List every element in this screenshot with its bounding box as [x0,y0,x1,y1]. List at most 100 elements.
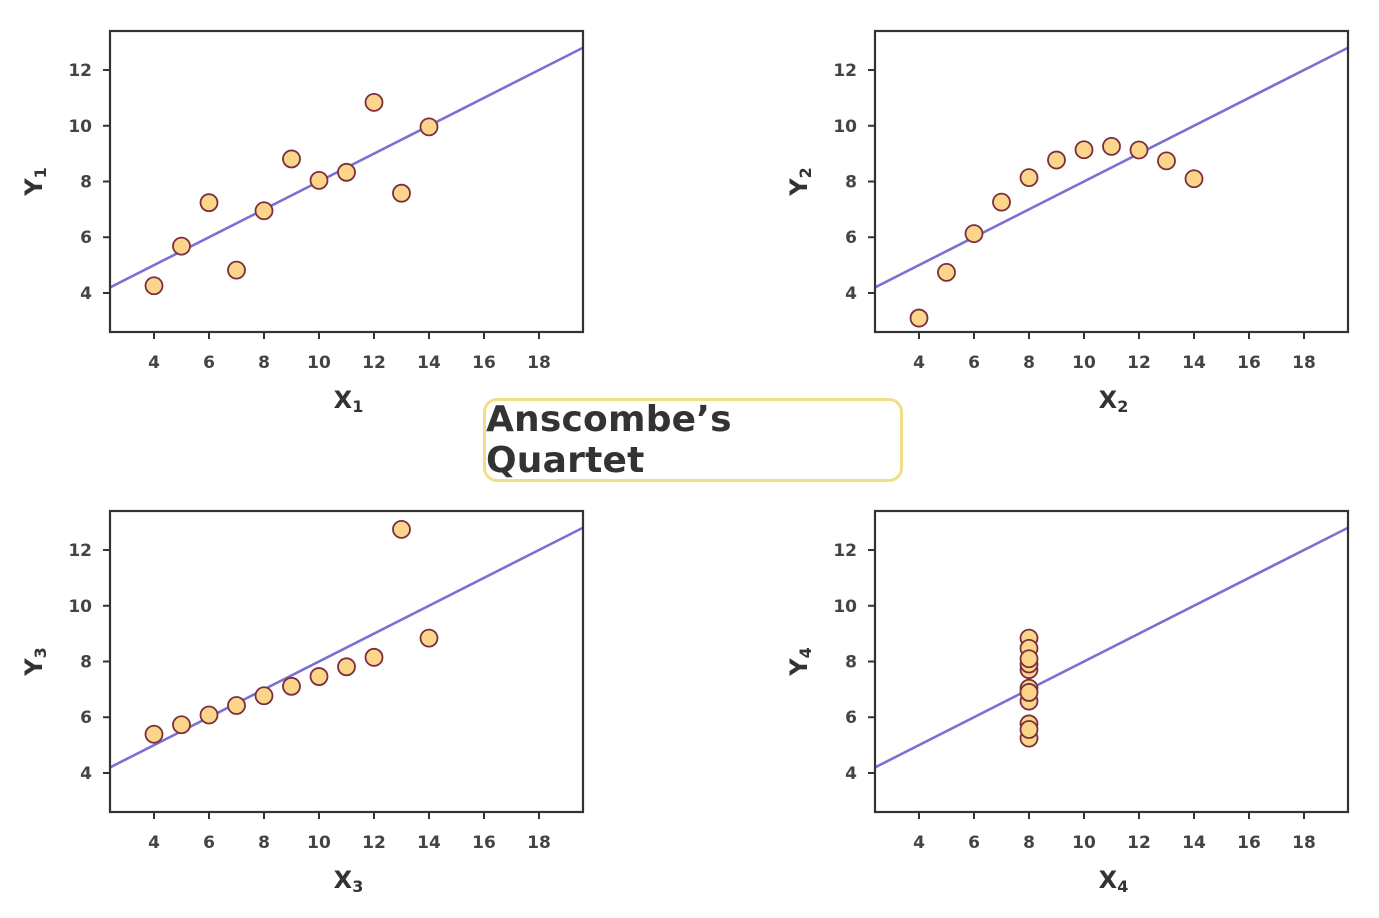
panel-1-point [199,193,219,213]
panel-2-x-axis-label: X2 [1099,386,1129,416]
panel-2-frame [873,29,1350,334]
panel-3-point [282,676,301,696]
panel-2-x-axis-label-sub: 2 [1117,397,1128,416]
panel-2-point [1157,151,1176,171]
panel-3-x-tick-label: 6 [203,833,215,853]
panel-1-x-tick-label: 10 [307,353,331,373]
panel-1: 4 6 8 10 12 14 16 18 4 6 8 10 12 X1 Y1 [20,29,585,416]
panel-4-y-tick-label: 6 [845,708,857,728]
panel-1-point [282,149,301,169]
panel-2-point [1102,136,1121,156]
panel-2-point [992,192,1011,212]
panel-4-point [1019,649,1039,669]
panel-3-x-tick-label: 14 [417,833,441,853]
panel-3-x-tick-label: 18 [527,833,551,853]
panel-2-x-tick-label: 12 [1127,353,1151,373]
panel-4-y-tick-label: 12 [833,541,857,561]
panel-2-point [1047,150,1066,170]
panel-2-x-tick-label: 16 [1237,353,1261,373]
panel-1-x-tick-label: 18 [527,353,551,373]
panel-4-x-tick-label: 6 [968,833,980,853]
panel-3-y-tick-label: 12 [68,541,92,561]
panel-4-x-axis-label-sub: 4 [1117,877,1128,896]
panel-1-point [364,92,384,112]
panel-4-frame [873,509,1350,814]
panel-1-x-axis-label-sub: 1 [352,397,363,416]
figure-title-box: Anscombe’s Quartet [483,398,903,482]
panel-3-x-tick-label: 10 [307,833,331,853]
panel-4-x-tick-label: 14 [1182,833,1206,853]
panel-4-y-axis-label: Y4 [785,647,815,677]
panel-3-point [144,724,164,744]
panel-4-y-tick-label: 10 [833,597,857,617]
panel-2-x-tick-label: 10 [1072,353,1096,373]
panel-4: 4 6 8 10 12 14 16 18 4 6 8 10 12 X4 Y4 [785,509,1350,896]
panel-4-x-tick-label: 4 [913,833,925,853]
panel-3-point [199,705,219,725]
panel-2-x-tick-label: 14 [1182,353,1206,373]
panel-2-fit-line [875,46,1348,289]
panel-1-point [309,170,329,190]
panel-3-point [392,519,411,539]
panel-4-x-tick-label: 8 [1023,833,1035,853]
panel-1-point [172,236,191,256]
panel-4-y-axis-label-sub: 4 [796,647,815,658]
panel-3: 4 6 8 10 12 14 16 18 4 6 8 10 12 X3 Y3 [20,509,585,896]
panel-2-x-tick-label: 4 [913,353,925,373]
panel-3-point [337,657,356,677]
panel-1-y-tick-label: 10 [68,117,92,137]
panel-1-y-tick-label: 12 [68,61,92,81]
panel-3-y-tick-label: 10 [68,597,92,617]
panel-4-x-tick-label: 16 [1237,833,1261,853]
panel-3-x-tick-label: 4 [148,833,160,853]
panel-2-point [909,308,929,328]
panel-2-point [964,224,984,244]
panel-2-point [1019,168,1039,187]
panel-2-y-axis-label: Y2 [785,167,815,197]
panel-2-y-tick-label: 6 [845,228,857,248]
panel-4-x-tick-label: 10 [1072,833,1096,853]
panel-2-y-tick-label: 4 [845,284,857,304]
figure-title: Anscombe’s Quartet [486,399,732,481]
panel-1-point [392,183,411,203]
panel-3-point [254,686,274,706]
panel-1-x-tick-label: 16 [472,353,496,373]
panel-4-point [1019,720,1039,739]
panel-3-point [364,647,384,667]
panel-2-x-tick-label: 8 [1023,353,1035,373]
panel-1-y-tick-label: 8 [80,173,92,193]
panel-1-x-tick-label: 6 [203,353,215,373]
panel-2-y-axis-label-sub: 2 [796,167,815,178]
panel-4-x-axis-label: X4 [1099,866,1129,896]
panel-2-x-tick-label: 18 [1292,353,1316,373]
panel-3-x-tick-label: 12 [362,833,386,853]
panel-3-y-tick-label: 4 [80,764,92,784]
panel-1-point [144,276,164,296]
panel-4-point [1019,683,1039,702]
panel-4-y-tick-label: 4 [845,764,857,784]
panel-4-fit-line [875,526,1348,769]
panel-3-y-axis-label-sub: 3 [31,647,50,658]
panel-4-x-tick-label: 18 [1292,833,1316,853]
panel-1-y-tick-label: 4 [80,284,92,304]
panel-1-x-axis-label: X1 [334,386,364,416]
panel-3-point [227,696,246,715]
panel-3-point [172,715,191,735]
panel-3-x-tick-label: 8 [258,833,270,853]
panel-3-y-axis-label: Y3 [20,647,50,677]
panel-3-y-tick-label: 8 [80,653,92,673]
panel-1-point [254,201,274,221]
panel-2: 4 6 8 10 12 14 16 18 4 6 8 10 12 X2 Y2 [785,29,1350,416]
panel-1-y-tick-label: 6 [80,228,92,248]
panel-4-y-tick-label: 8 [845,653,857,673]
panel-3-point [309,667,329,686]
panel-1-x-tick-label: 8 [258,353,270,373]
panel-2-point [1074,140,1094,160]
panel-1-x-tick-label: 14 [417,353,441,373]
panel-1-y-axis-label: Y1 [20,167,50,197]
panel-1-x-tick-label: 12 [362,353,386,373]
panel-2-y-tick-label: 10 [833,117,857,137]
panel-2-point [1184,169,1204,189]
panel-3-y-tick-label: 6 [80,708,92,728]
